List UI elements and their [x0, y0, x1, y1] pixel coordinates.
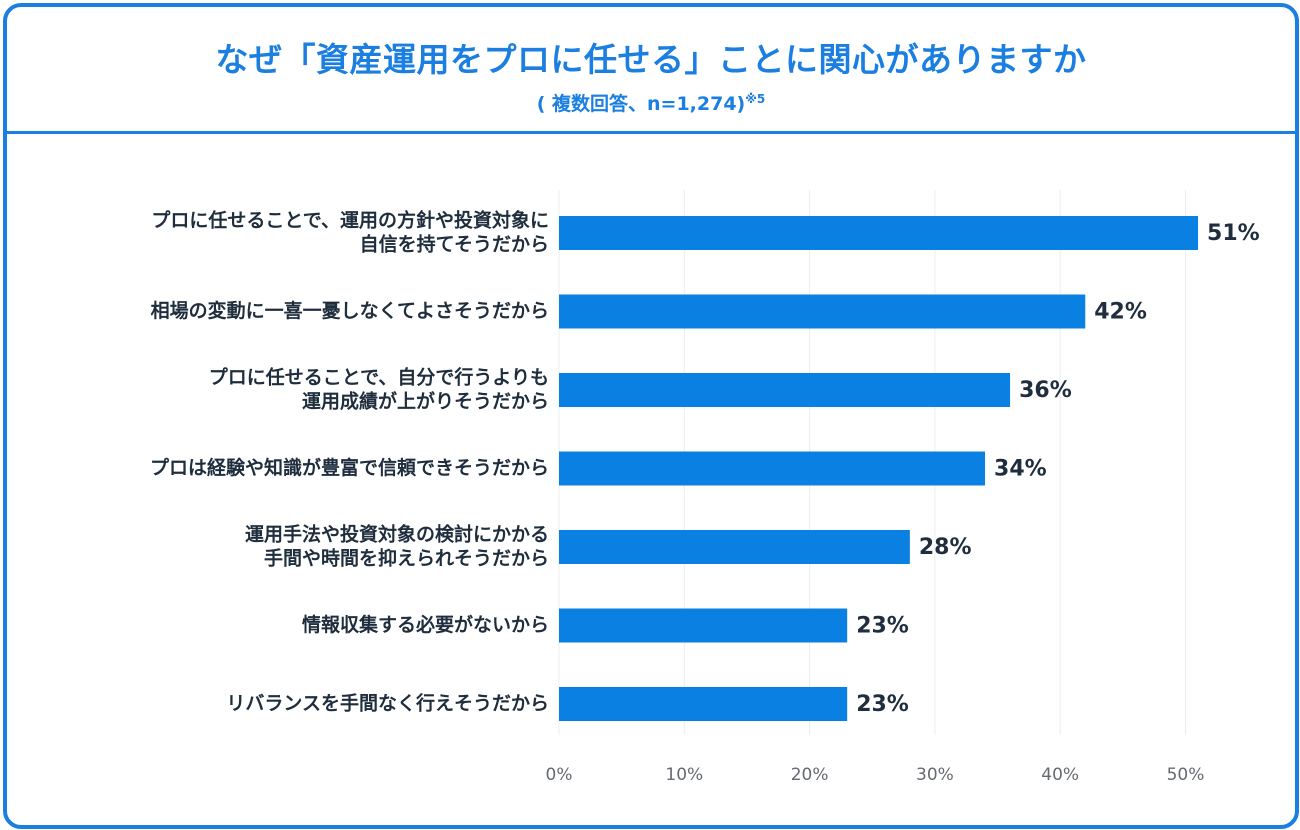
x-tick-label: 0%	[546, 765, 573, 785]
bar	[559, 373, 1011, 407]
footnote-mark: ※5	[745, 92, 766, 106]
value-label: 23%	[856, 692, 909, 717]
chart-header: なぜ「資産運用をプロに任せる」ことに関心がありますか ( 複数回答、n=1,27…	[7, 7, 1295, 134]
bar	[559, 294, 1086, 329]
value-label: 28%	[919, 535, 972, 560]
category-label: 運用成績が上がりそうだから	[302, 390, 549, 413]
x-tick-label: 40%	[1041, 765, 1079, 785]
x-tick-label: 10%	[665, 765, 703, 785]
x-tick-label: 50%	[1167, 765, 1205, 785]
value-label: 51%	[1207, 221, 1260, 246]
bar	[559, 687, 848, 721]
category-label: リバランスを手間なく行えそうだから	[226, 692, 549, 715]
value-label: 34%	[994, 457, 1047, 482]
sample-note: ( 複数回答、n=1,274)	[536, 93, 746, 115]
category-label: 手間や時間を抑えられそうだから	[264, 547, 549, 570]
category-label: プロに任せることで、自分で行うよりも	[209, 366, 549, 389]
bar	[559, 451, 986, 486]
value-label: 42%	[1094, 300, 1147, 325]
chart-subtitle: ( 複数回答、n=1,274)※5	[7, 89, 1295, 116]
category-label: プロは経験や知識が豊富で信頼できそうだから	[150, 456, 549, 479]
category-label: 情報収集する必要がないから	[302, 613, 549, 636]
category-label: プロに任せることで、運用の方針や投資対象に	[151, 209, 549, 232]
value-label: 23%	[856, 614, 909, 639]
category-label: 自信を持てそうだから	[360, 233, 549, 256]
chart-title: なぜ「資産運用をプロに任せる」ことに関心がありますか	[215, 40, 1087, 79]
x-tick-label: 20%	[791, 765, 829, 785]
category-label: 相場の変動に一喜一憂しなくてよさそうだから	[151, 299, 549, 322]
x-tick-label: 30%	[916, 765, 954, 785]
bar	[559, 216, 1199, 250]
bar	[559, 608, 848, 643]
bar	[559, 530, 910, 564]
value-label: 36%	[1019, 378, 1072, 403]
category-label: 運用手法や投資対象の検討にかかる	[245, 523, 549, 546]
